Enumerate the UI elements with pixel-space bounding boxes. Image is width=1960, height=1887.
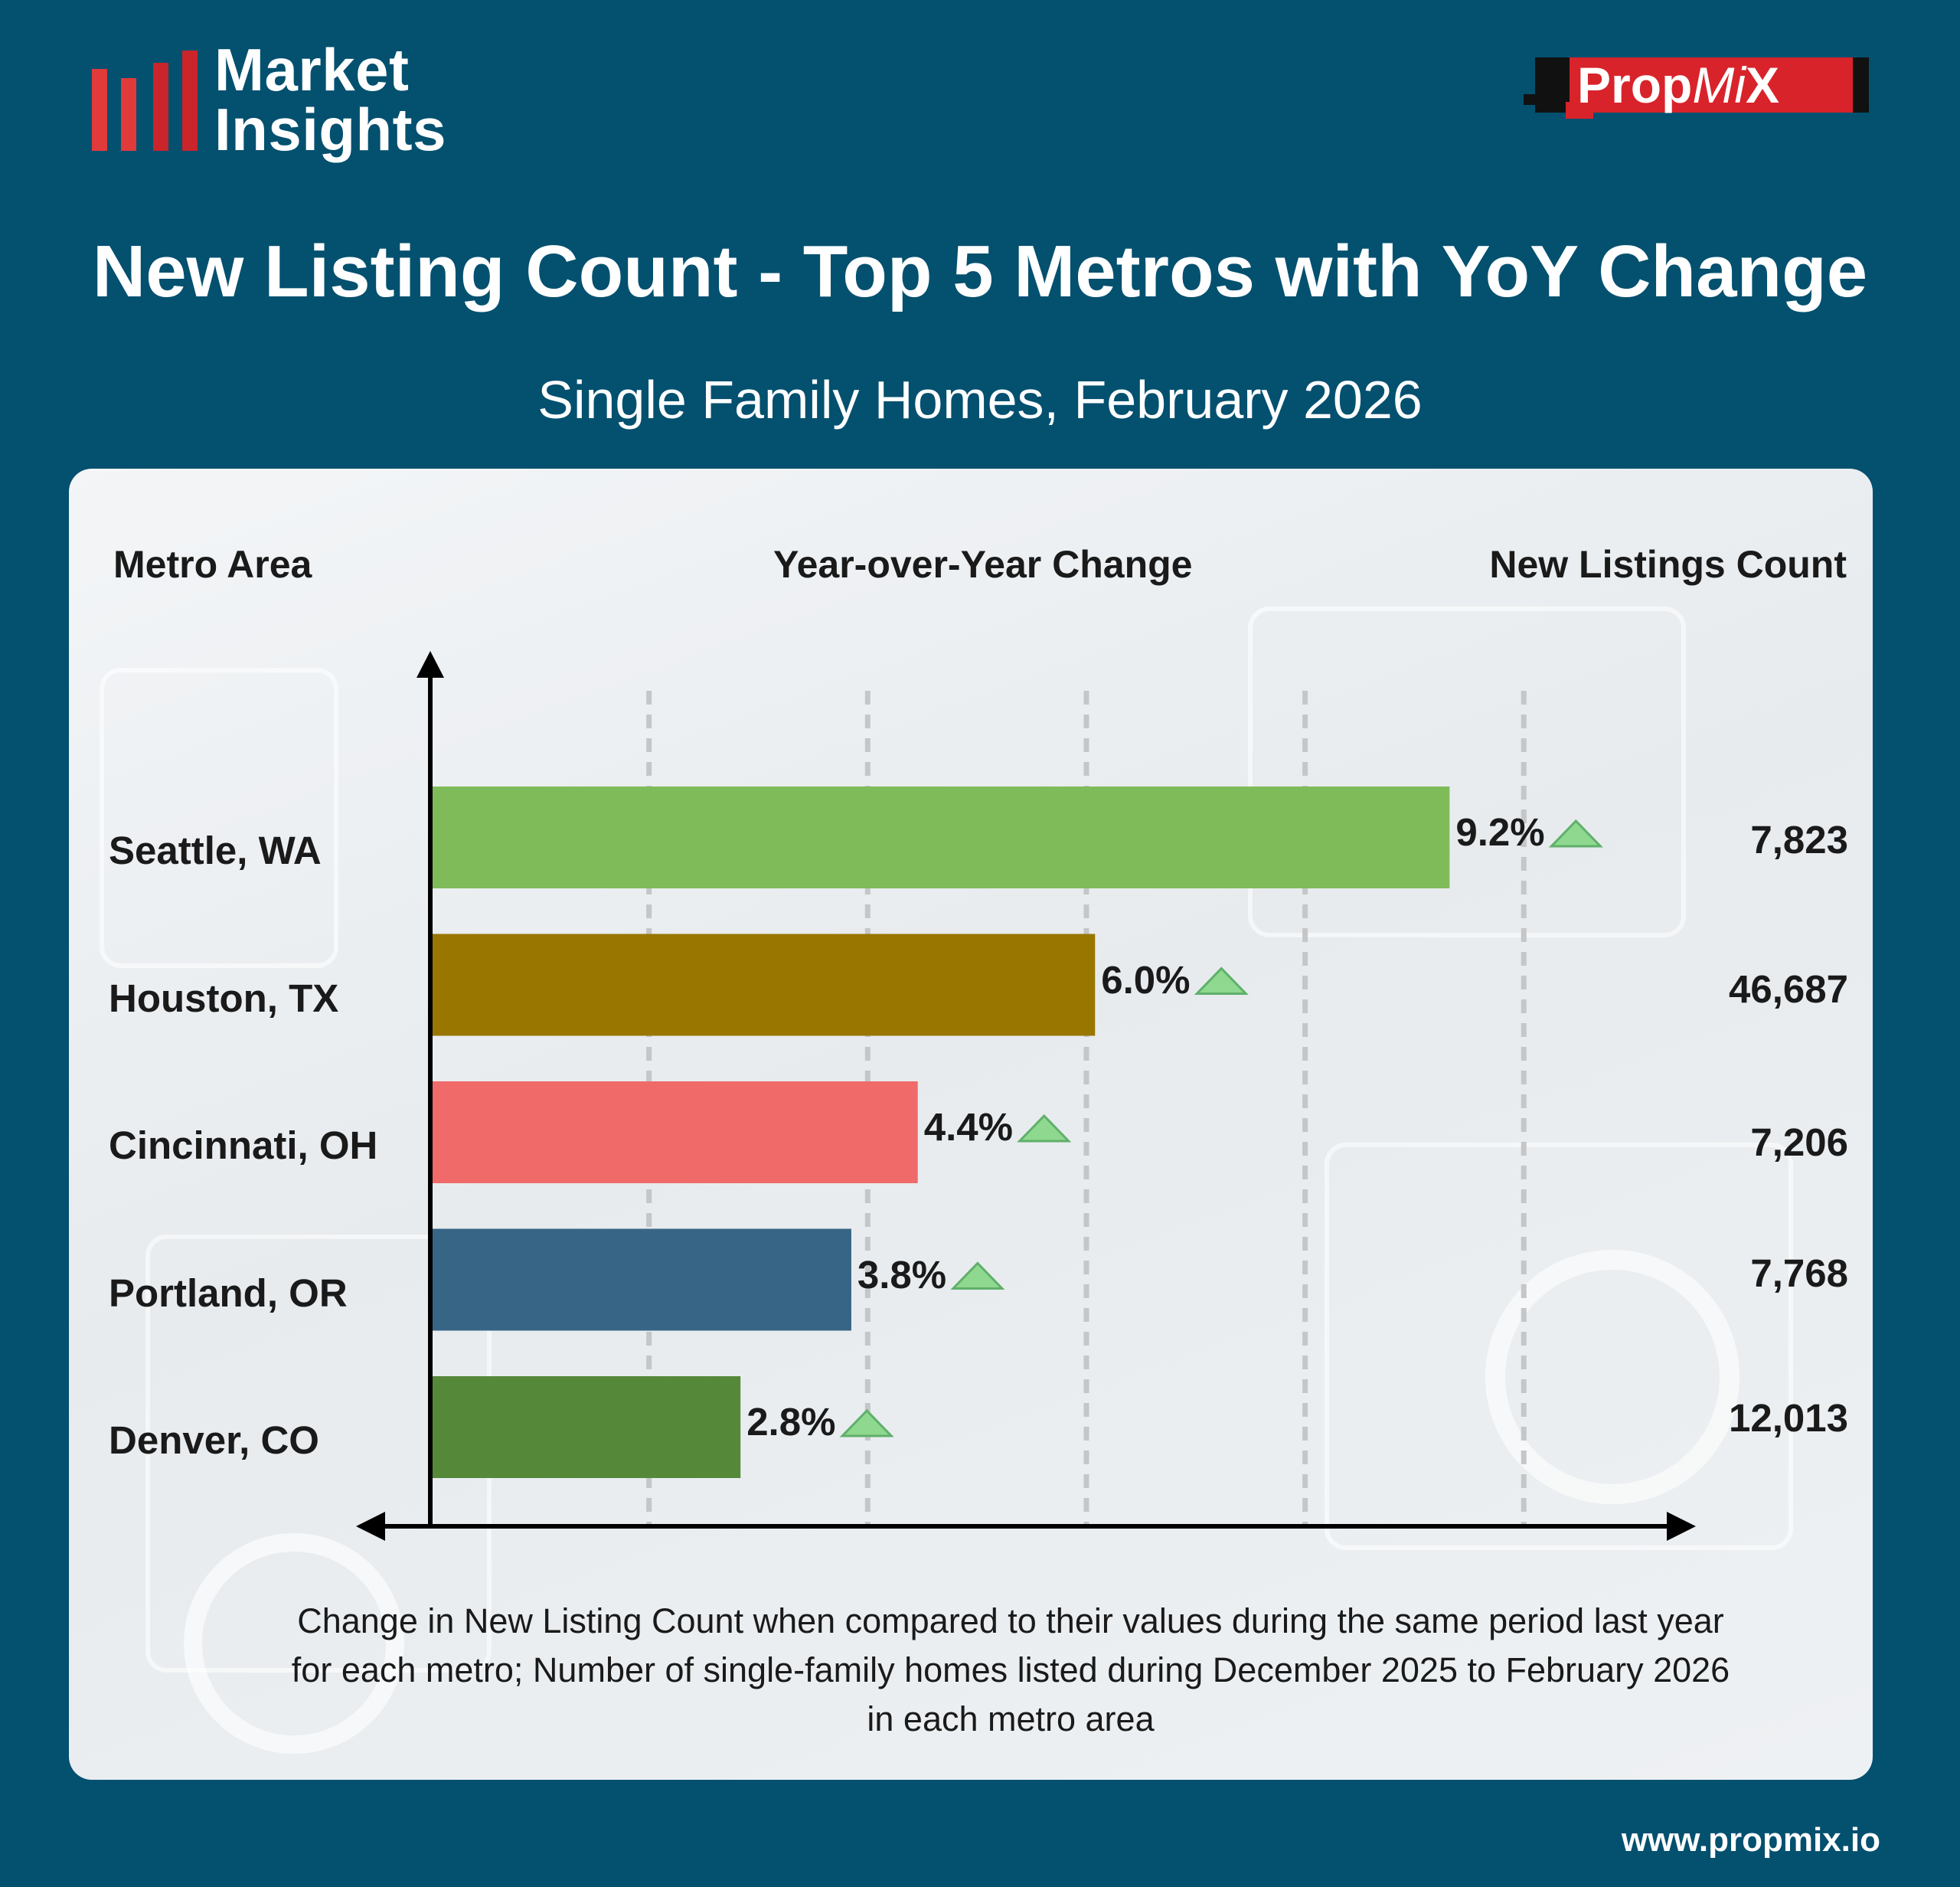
metro-label: Seattle, WA — [109, 829, 322, 872]
propmix-logo-accent — [1566, 102, 1593, 119]
market-insights-bars-icon — [92, 51, 198, 151]
metro-label: Cincinnati, OH — [109, 1123, 378, 1167]
bar-value-label: 4.4% — [923, 1105, 1013, 1149]
propmix-logo-red-panel — [1570, 57, 1853, 113]
up-triangle-icon — [839, 1408, 894, 1437]
bar-value-label: 9.2% — [1455, 810, 1545, 854]
up-triangle-icon — [1017, 1114, 1072, 1143]
website-link[interactable]: www.propmix.io — [1621, 1821, 1880, 1859]
column-header-yoy: Year-over-Year Change — [773, 543, 1193, 586]
column-header-count: New Listings Count — [1489, 543, 1847, 586]
page-subtitle: Single Family Homes, February 2026 — [537, 370, 1423, 430]
page-title: New Listing Count - Top 5 Metros with Yo… — [92, 231, 1868, 312]
metro-label: Portland, OR — [109, 1271, 348, 1315]
logo-line-1: Market — [214, 36, 410, 103]
column-header-metro: Metro Area — [113, 543, 312, 586]
bar-5 — [430, 1376, 741, 1478]
bar-value-label: 6.0% — [1101, 957, 1191, 1002]
y-axis-arrow-icon — [416, 651, 444, 678]
bar-value-label: 2.8% — [746, 1400, 836, 1444]
propmix-logo-accent — [1524, 94, 1566, 105]
market-insights-logo: Market Insights — [214, 40, 446, 159]
listing-count: 12,013 — [1729, 1396, 1848, 1440]
listing-count: 46,687 — [1729, 966, 1848, 1011]
background-decoration — [100, 668, 338, 968]
bar-3 — [430, 1081, 918, 1183]
metro-label: Denver, CO — [109, 1418, 319, 1462]
metro-label: Houston, TX — [109, 976, 339, 1020]
bar-2 — [430, 934, 1096, 1036]
footnote: Change in New Listing Count when compare… — [291, 1601, 1730, 1738]
up-triangle-icon — [1548, 819, 1603, 848]
bar-4 — [430, 1228, 851, 1331]
listing-count: 7,768 — [1750, 1251, 1848, 1295]
bar-value-label: 3.8% — [857, 1252, 947, 1297]
x-axis-left-arrow-icon — [356, 1512, 385, 1541]
background-decoration — [1248, 607, 1686, 937]
background-decoration — [1325, 1143, 1793, 1550]
up-triangle-icon — [950, 1261, 1005, 1290]
propmix-logo-text: PropMiX — [1577, 57, 1780, 113]
x-axis-right-arrow-icon — [1667, 1512, 1696, 1541]
chart-card — [69, 469, 1873, 1780]
up-triangle-icon — [1194, 966, 1249, 995]
logo-line-2: Insights — [214, 96, 447, 163]
listing-count: 7,206 — [1750, 1120, 1848, 1164]
propmix-logo: PropMiX — [1524, 57, 1869, 119]
bar-1 — [430, 787, 1450, 888]
listing-count: 7,823 — [1750, 818, 1848, 862]
